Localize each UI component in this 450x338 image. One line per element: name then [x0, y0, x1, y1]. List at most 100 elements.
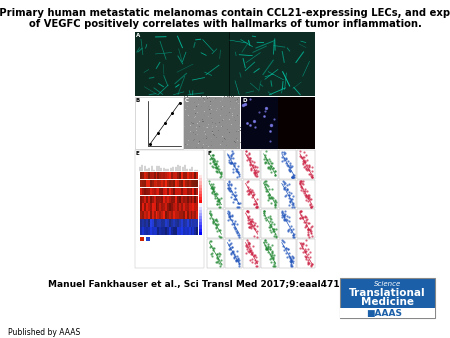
Point	[268, 243, 275, 248]
Point	[284, 163, 291, 168]
Point	[290, 231, 297, 237]
Point	[288, 174, 296, 180]
Point	[264, 244, 271, 250]
Point	[266, 224, 274, 230]
Point	[290, 175, 297, 180]
Point	[249, 162, 256, 167]
Bar	[189, 196, 190, 203]
Point	[282, 156, 289, 162]
Bar	[146, 203, 148, 211]
Point	[227, 213, 234, 219]
Text: of VEGFC positively correlates with hallmarks of tumor inflammation.: of VEGFC positively correlates with hall…	[28, 19, 422, 29]
Point	[272, 263, 279, 269]
Bar	[162, 227, 163, 235]
Point	[261, 156, 268, 162]
Bar	[142, 211, 144, 219]
Point	[298, 241, 306, 246]
Point	[287, 258, 294, 263]
Point	[248, 219, 255, 224]
Point	[308, 224, 315, 229]
Point	[285, 218, 292, 224]
Point	[265, 245, 272, 251]
Bar	[181, 180, 183, 187]
Point	[231, 254, 238, 260]
Bar	[153, 180, 156, 187]
Bar	[225, 180, 242, 208]
Point	[270, 256, 277, 262]
Point	[272, 199, 279, 204]
Point	[267, 223, 274, 228]
Point	[261, 208, 268, 213]
Point	[246, 157, 253, 162]
Point	[245, 242, 252, 247]
Bar	[241, 97, 278, 149]
Bar	[183, 188, 184, 195]
Point	[230, 155, 237, 161]
Point	[253, 167, 260, 173]
Point	[288, 223, 295, 228]
Point	[266, 222, 274, 228]
Point	[234, 169, 242, 174]
Point	[252, 200, 260, 206]
Point	[297, 212, 305, 217]
Bar	[175, 180, 177, 187]
Point	[206, 208, 213, 213]
Point	[213, 228, 220, 234]
Bar	[144, 227, 146, 235]
Point	[261, 238, 268, 243]
Point	[268, 163, 275, 169]
Bar	[162, 196, 163, 203]
Point	[302, 214, 309, 219]
Point	[298, 185, 306, 191]
Text: Medicine: Medicine	[361, 297, 414, 307]
Point	[247, 245, 254, 250]
Point	[288, 175, 296, 180]
Point	[217, 171, 225, 176]
Point	[283, 186, 290, 192]
Point	[301, 213, 308, 218]
Bar	[196, 196, 198, 203]
Point	[285, 202, 292, 208]
Point	[267, 166, 274, 171]
Point	[208, 254, 216, 259]
Bar	[199, 232, 202, 235]
Point	[308, 228, 315, 233]
Point	[267, 164, 274, 169]
Point	[230, 169, 237, 174]
Point	[249, 187, 256, 192]
Point	[263, 189, 270, 194]
Point	[213, 222, 220, 227]
Point	[212, 224, 220, 230]
Point	[252, 204, 260, 210]
Point	[287, 164, 294, 169]
Bar	[140, 172, 142, 179]
Point	[268, 249, 275, 254]
Bar	[159, 196, 162, 203]
Bar	[184, 180, 187, 187]
Bar	[150, 227, 152, 235]
Point	[308, 174, 315, 179]
Point	[232, 226, 239, 232]
Bar	[167, 227, 169, 235]
Point	[233, 169, 240, 174]
Point	[234, 258, 242, 264]
Point	[300, 189, 307, 194]
Bar	[297, 180, 315, 208]
Bar	[158, 188, 159, 195]
Bar	[199, 172, 202, 175]
Point	[243, 246, 251, 252]
Bar	[340, 308, 435, 318]
Point	[289, 234, 297, 239]
Bar	[193, 196, 194, 203]
Point	[248, 216, 256, 222]
Point	[234, 253, 241, 259]
Point	[248, 167, 255, 173]
Point	[280, 151, 287, 157]
Point	[289, 172, 297, 177]
Point	[213, 255, 220, 260]
Point	[301, 189, 308, 194]
Point	[226, 246, 234, 252]
Point	[225, 213, 233, 218]
Point	[211, 191, 218, 197]
Point	[211, 161, 218, 167]
